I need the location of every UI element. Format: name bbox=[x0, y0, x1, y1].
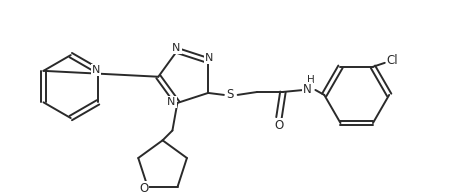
Text: Cl: Cl bbox=[386, 54, 397, 67]
Text: O: O bbox=[274, 119, 283, 132]
Text: N: N bbox=[205, 53, 213, 63]
Text: N: N bbox=[167, 97, 175, 107]
Text: H: H bbox=[306, 75, 314, 85]
Text: N: N bbox=[172, 43, 180, 53]
Text: O: O bbox=[139, 182, 148, 195]
Text: S: S bbox=[226, 88, 233, 101]
Text: N: N bbox=[92, 65, 100, 75]
Text: N: N bbox=[303, 83, 311, 96]
